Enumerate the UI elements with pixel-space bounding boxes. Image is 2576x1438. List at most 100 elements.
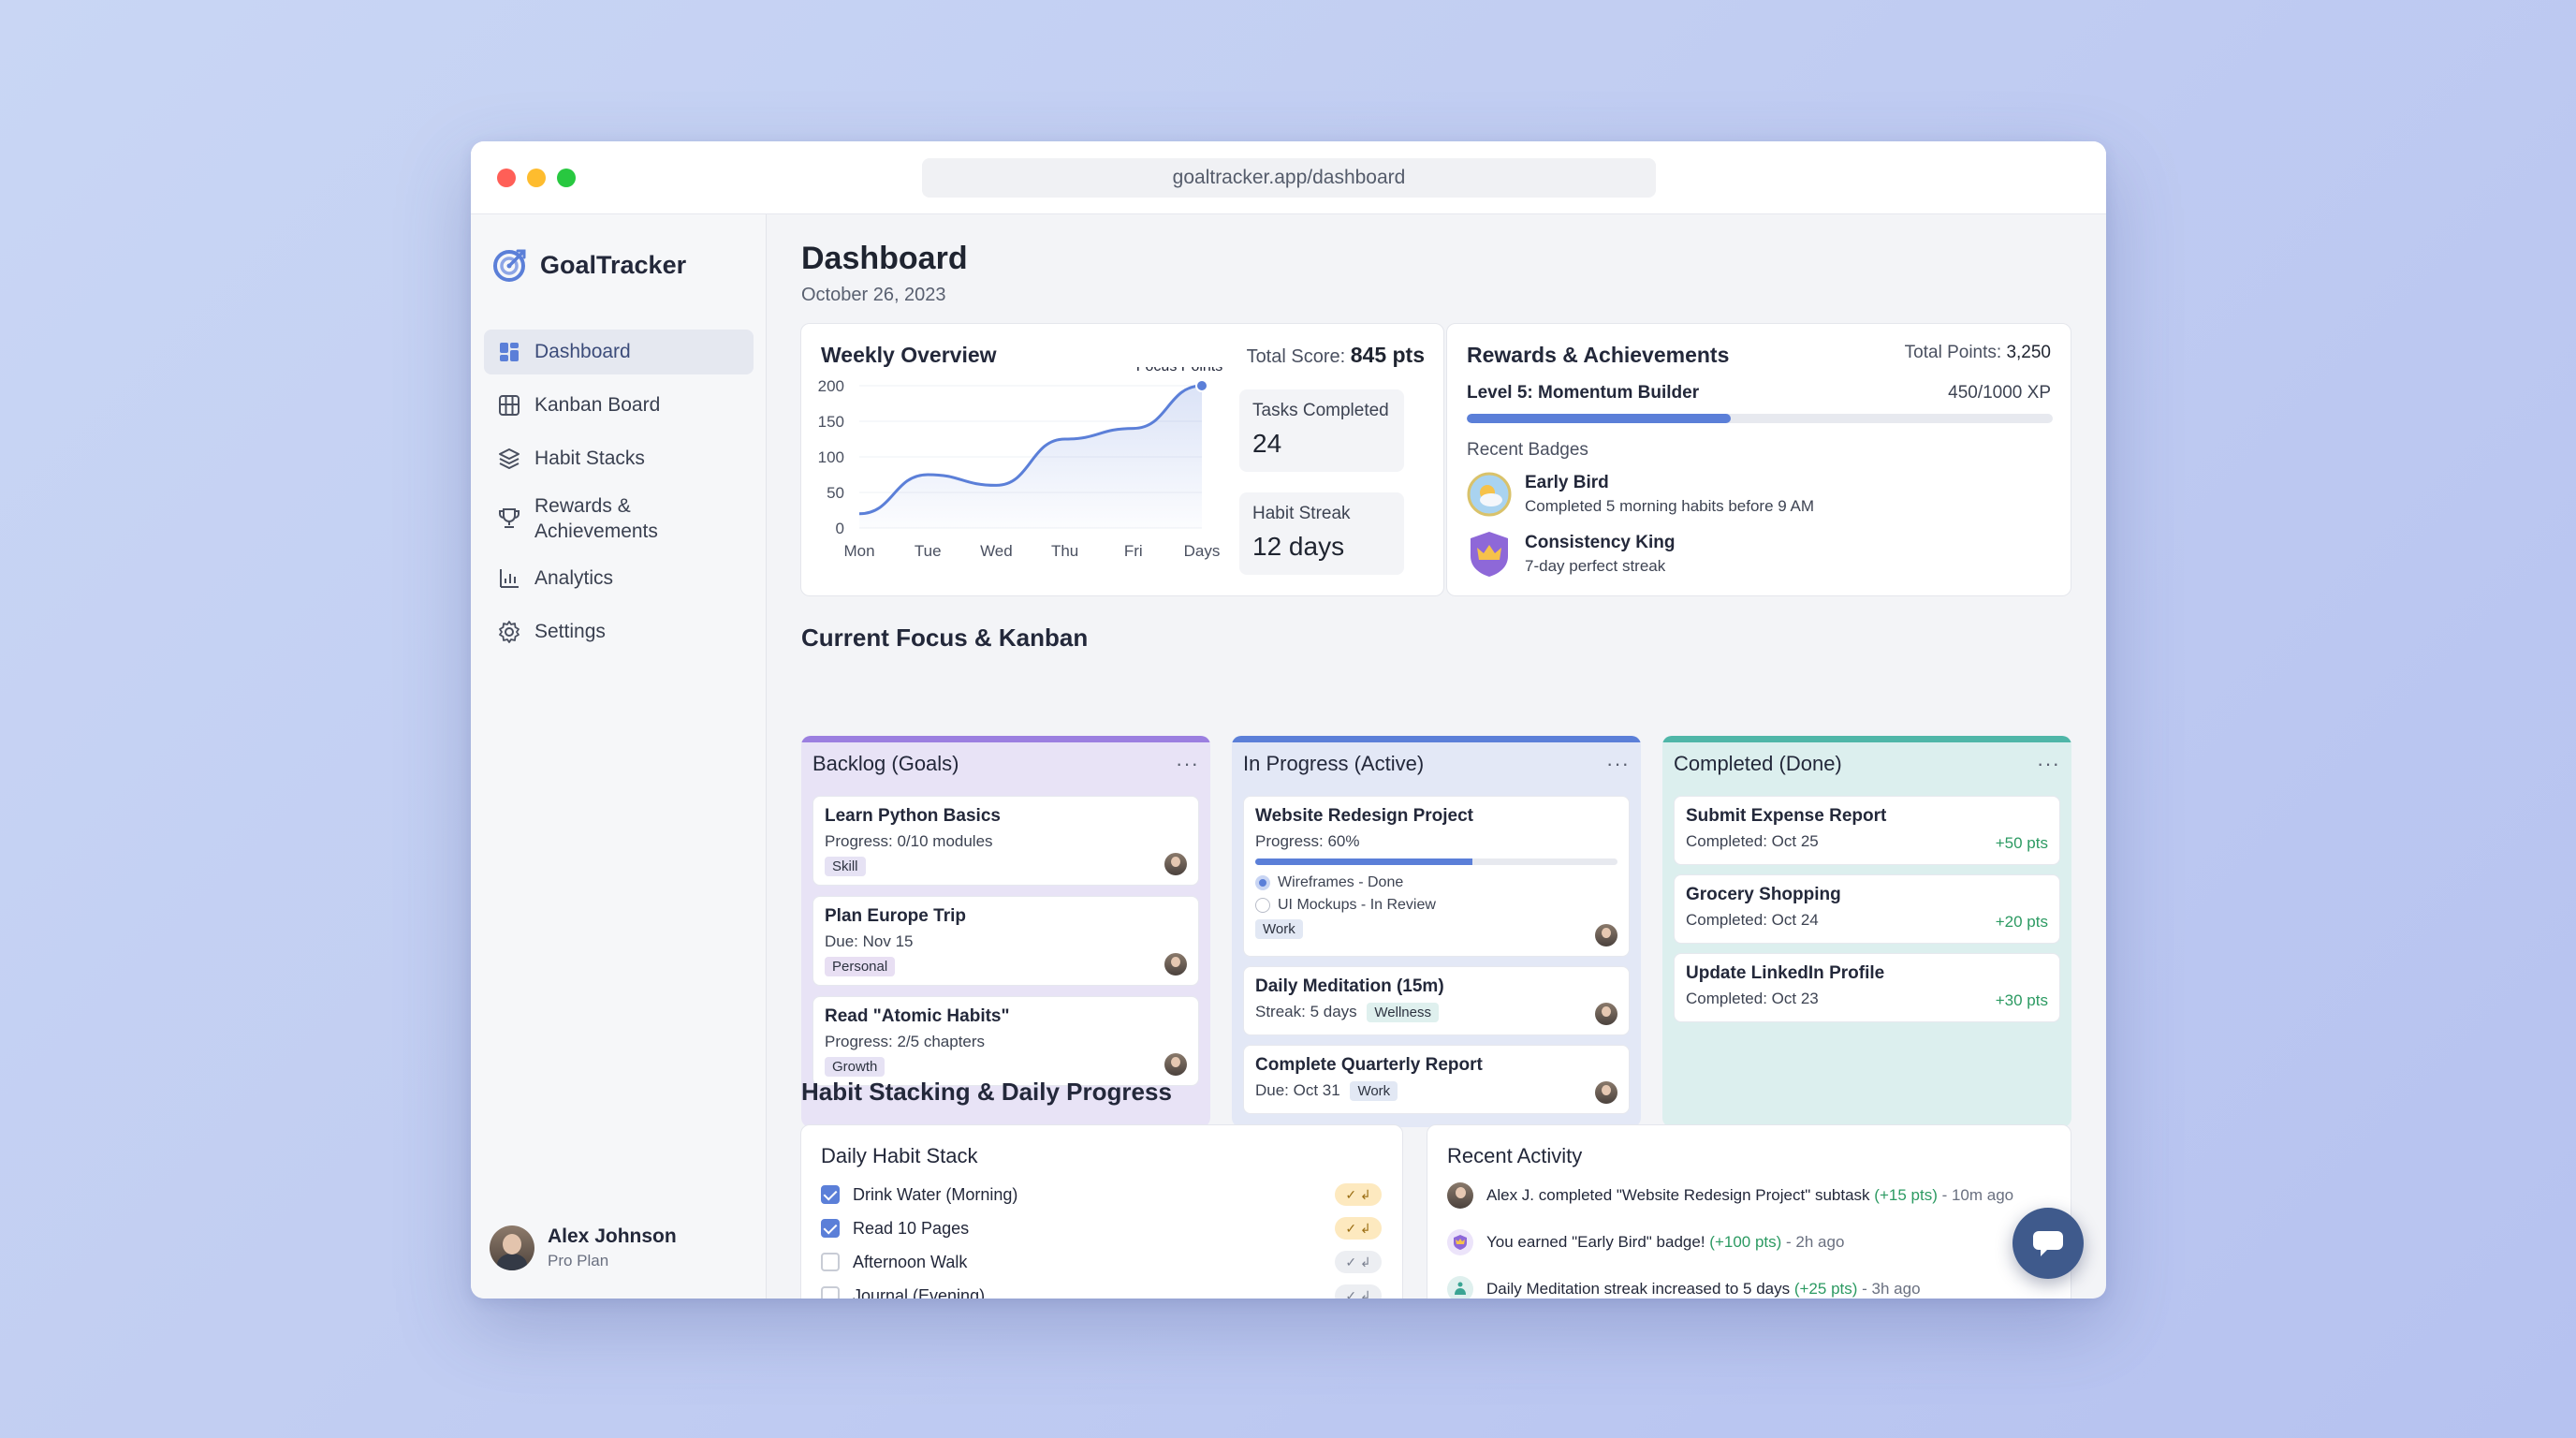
y-tick-label: 150 — [818, 413, 844, 431]
card-subtitle: Completed: Oct 24 — [1686, 911, 1819, 929]
url-bar[interactable]: goaltracker.app/dashboard — [922, 158, 1656, 198]
badge-name: Consistency King — [1525, 533, 1676, 552]
sidebar-item-settings[interactable]: Settings — [484, 609, 754, 654]
kanban-card[interactable]: Daily Meditation (15m) Streak: 5 days We… — [1243, 966, 1630, 1035]
browser-window: goaltracker.app/dashboard GoalTracker — [471, 141, 2106, 1299]
kanban-card[interactable]: Update LinkedIn Profile Completed: Oct 2… — [1674, 953, 2060, 1022]
column-accent-bar — [1662, 736, 2071, 742]
habit-stack-title: Daily Habit Stack — [821, 1144, 978, 1167]
sidebar-item-label: Dashboard — [534, 341, 631, 362]
chat-icon — [2033, 1231, 2063, 1256]
maximize-window-button[interactable] — [557, 169, 576, 187]
habit-item[interactable]: Journal (Evening) ✓ ↲ — [821, 1279, 1402, 1299]
habit-streak-value: 12 days — [1252, 532, 1345, 561]
kanban-card[interactable]: Learn Python Basics Progress: 0/10 modul… — [812, 796, 1199, 886]
user-profile[interactable]: Alex Johnson Pro Plan — [490, 1225, 677, 1270]
column-accent-bar — [1232, 736, 1641, 742]
sidebar-item-rewards[interactable]: Rewards & Achievements — [484, 490, 754, 548]
checkbox-unchecked[interactable] — [821, 1253, 840, 1271]
sidebar-item-label: Settings — [534, 621, 606, 642]
subtask-pending[interactable]: UI Mockups - In Review — [1255, 897, 1617, 914]
habit-item[interactable]: Afternoon Walk ✓ ↲ — [821, 1245, 1402, 1279]
card-title: Submit Expense Report — [1686, 806, 1887, 826]
checkbox-checked[interactable] — [821, 1185, 840, 1204]
more-options-icon[interactable]: ··· — [1176, 752, 1199, 775]
card-tag: Work — [1255, 919, 1303, 939]
weekly-line-chart: 0 50 100 150 200 Mon Tue Wed Thu Fri Days Focus Poi… — [818, 367, 1223, 560]
habit-item[interactable]: Drink Water (Morning) ✓ ↲ — [821, 1178, 1402, 1211]
sidebar: GoalTracker Dashboard Kanban — [471, 214, 767, 1299]
card-title: Read "Atomic Habits" — [825, 1006, 1010, 1026]
subtask-done[interactable]: Wireframes - Done — [1255, 874, 1617, 891]
badge-icon — [1447, 1229, 1473, 1255]
tasks-completed-tile: Tasks Completed 24 — [1239, 389, 1404, 472]
habits-section-title: Habit Stacking & Daily Progress — [801, 1078, 1172, 1106]
y-tick-label: 50 — [827, 484, 844, 502]
kanban-card[interactable]: Complete Quarterly Report Due: Oct 31 Wo… — [1243, 1045, 1630, 1114]
kanban-card[interactable]: Read "Atomic Habits" Progress: 2/5 chapt… — [812, 996, 1199, 1086]
xp-label: 450/1000 XP — [1948, 383, 2051, 403]
activity-item[interactable]: Alex J. completed "Website Redesign Proj… — [1447, 1172, 2061, 1219]
kanban-card[interactable]: Submit Expense Report Completed: Oct 25 … — [1674, 796, 2060, 865]
x-tick-label: Wed — [980, 542, 1013, 560]
card-tag: Skill — [825, 857, 866, 876]
trophy-icon — [499, 508, 520, 528]
recent-activity-title: Recent Activity — [1447, 1144, 1583, 1167]
layers-icon — [499, 448, 520, 469]
assignee-avatar — [1595, 924, 1617, 946]
kanban-column-done: Completed (Done) ··· Submit Expense Repo… — [1662, 736, 2071, 1127]
column-title: Completed (Done) — [1674, 752, 1842, 775]
tasks-completed-value: 24 — [1252, 429, 1282, 458]
brand-logo[interactable]: GoalTracker — [491, 246, 686, 284]
checkbox-unchecked[interactable] — [821, 1286, 840, 1299]
badge-desc: Completed 5 morning habits before 9 AM — [1525, 497, 1815, 515]
recent-badges-label: Recent Badges — [1467, 440, 1588, 460]
column-accent-bar — [801, 736, 1210, 742]
card-tag: Wellness — [1367, 1003, 1439, 1022]
card-subtitle: Completed: Oct 25 — [1686, 832, 1819, 850]
habit-list: Drink Water (Morning) ✓ ↲ Read 10 Pages … — [821, 1178, 1402, 1299]
minimize-window-button[interactable] — [527, 169, 546, 187]
main-content: Dashboard October 26, 2023 Weekly Overvi… — [767, 214, 2106, 1299]
kanban-card[interactable]: Plan Europe Trip Due: Nov 15 Personal — [812, 896, 1199, 986]
assignee-avatar — [1164, 1053, 1187, 1076]
more-options-icon[interactable]: ··· — [1606, 752, 1630, 775]
habit-status-pill: ✓ ↲ — [1335, 1183, 1382, 1206]
daily-habit-stack-card: Daily Habit Stack Drink Water (Morning) … — [800, 1124, 1403, 1299]
habit-streak-tile: Habit Streak 12 days — [1239, 492, 1404, 575]
badge-consistency-king[interactable]: Consistency King 7-day perfect streak — [1467, 530, 1675, 579]
tasks-completed-label: Tasks Completed — [1252, 401, 1389, 420]
chat-button[interactable] — [2012, 1208, 2084, 1279]
sidebar-item-label: Analytics — [534, 567, 614, 589]
checkbox-checked[interactable] — [821, 1219, 840, 1238]
focus-points-label: Focus Points — [1136, 367, 1222, 374]
user-plan: Pro Plan — [548, 1252, 609, 1269]
card-tag: Growth — [825, 1057, 886, 1077]
brand-name: GoalTracker — [540, 250, 687, 279]
close-window-button[interactable] — [497, 169, 516, 187]
xp-progress-fill — [1467, 414, 1731, 423]
sidebar-item-dashboard[interactable]: Dashboard — [484, 330, 754, 374]
sidebar-item-kanban-board[interactable]: Kanban Board — [484, 383, 754, 428]
more-options-icon[interactable]: ··· — [2037, 752, 2060, 775]
sidebar-item-label: Kanban Board — [534, 394, 661, 416]
sidebar-item-habit-stacks[interactable]: Habit Stacks — [484, 436, 754, 481]
activity-item[interactable]: Daily Meditation streak increased to 5 d… — [1447, 1266, 2061, 1299]
kanban-card[interactable]: Grocery Shopping Completed: Oct 24 +20 p… — [1674, 874, 2060, 944]
sidebar-item-label: Rewards & Achievements — [534, 494, 658, 542]
kanban-card[interactable]: Website Redesign Project Progress: 60% W… — [1243, 796, 1630, 957]
sidebar-item-analytics[interactable]: Analytics — [484, 556, 754, 601]
habit-item[interactable]: Read 10 Pages ✓ ↲ — [821, 1211, 1402, 1245]
badge-early-bird[interactable]: Early Bird Completed 5 morning habits be… — [1467, 472, 1814, 517]
points-earned: +20 pts — [1995, 913, 2048, 931]
assignee-avatar — [1164, 853, 1187, 875]
points-earned: +50 pts — [1995, 834, 2048, 852]
card-subtitle: Progress: 60% — [1255, 832, 1360, 850]
card-tag: Personal — [825, 957, 896, 976]
habit-streak-label: Habit Streak — [1252, 504, 1351, 523]
rewards-title: Rewards & Achievements — [1467, 343, 1730, 367]
assignee-avatar — [1595, 1081, 1617, 1104]
total-score: Total Score: 845 pts — [1246, 343, 1425, 367]
activity-item[interactable]: You earned "Early Bird" badge! (+100 pts… — [1447, 1219, 2061, 1266]
card-subtitle: Progress: 0/10 modules — [825, 832, 993, 850]
